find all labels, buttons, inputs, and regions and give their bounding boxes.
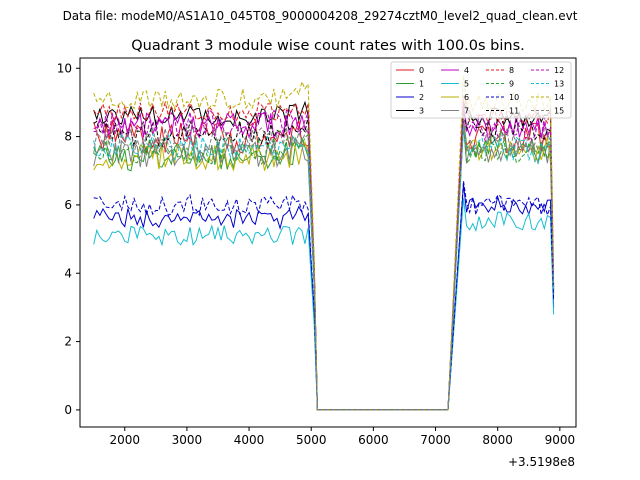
legend-label: 4: [464, 66, 469, 75]
x-tick-label: 6000: [358, 433, 389, 447]
series-line-14: [93, 75, 555, 411]
x-tick-label: 5000: [296, 433, 327, 447]
x-axis: 2000 3000 4000 5000 6000 7000 8000 9000: [109, 427, 575, 447]
series-line-4: [93, 105, 555, 411]
y-tick-label: 2: [64, 335, 72, 349]
y-tick-label: 0: [64, 403, 72, 417]
legend-label: 2: [419, 93, 424, 102]
legend-label: 0: [419, 66, 424, 75]
x-tick-label: 9000: [545, 433, 576, 447]
x-tick-label: 2000: [109, 433, 140, 447]
legend-label: 10: [509, 93, 519, 102]
plot-lines: [93, 75, 555, 411]
x-tick-label: 3000: [172, 433, 203, 447]
legend-label: 13: [554, 80, 564, 89]
series-line-7: [93, 126, 555, 411]
y-axis: 0 2 4 6 8 10: [57, 61, 80, 417]
plot-frame: [79, 57, 577, 428]
legend-label: 5: [464, 80, 469, 89]
legend-label: 11: [509, 107, 519, 116]
series-line-1: [93, 119, 555, 411]
series-line-0: [93, 119, 555, 411]
chart-title: Quadrant 3 module wise count rates with …: [131, 38, 525, 54]
series-line-9: [93, 122, 555, 411]
legend-label: 12: [554, 66, 564, 75]
series-line-10: [93, 180, 555, 411]
series-line-6: [93, 122, 555, 411]
legend-box: [390, 61, 572, 119]
legend-label: 3: [419, 107, 424, 116]
y-tick-label: 10: [57, 61, 72, 75]
series-line-2: [93, 184, 555, 411]
x-tick-label: 7000: [420, 433, 451, 447]
x-offset-label: +3.5198e8: [508, 455, 575, 469]
series-line-15: [93, 116, 555, 411]
legend-label: 7: [464, 107, 469, 116]
series-line-11: [93, 109, 555, 411]
y-tick-label: 6: [64, 198, 72, 212]
series-line-13: [93, 126, 555, 411]
legend-label: 6: [464, 93, 469, 102]
series-line-5: [93, 198, 555, 411]
legend-label: 1: [419, 80, 424, 89]
legend-label: 9: [509, 80, 514, 89]
y-tick-label: 4: [64, 266, 72, 280]
legend-label: 14: [554, 93, 564, 102]
x-tick-label: 4000: [234, 433, 265, 447]
legend-label: 15: [554, 107, 564, 116]
legend-label: 8: [509, 66, 514, 75]
chart-suptitle: Data file: modeM0/AS1A10_045T08_90000042…: [63, 9, 578, 23]
y-tick-label: 8: [64, 130, 72, 144]
x-tick-label: 8000: [482, 433, 513, 447]
